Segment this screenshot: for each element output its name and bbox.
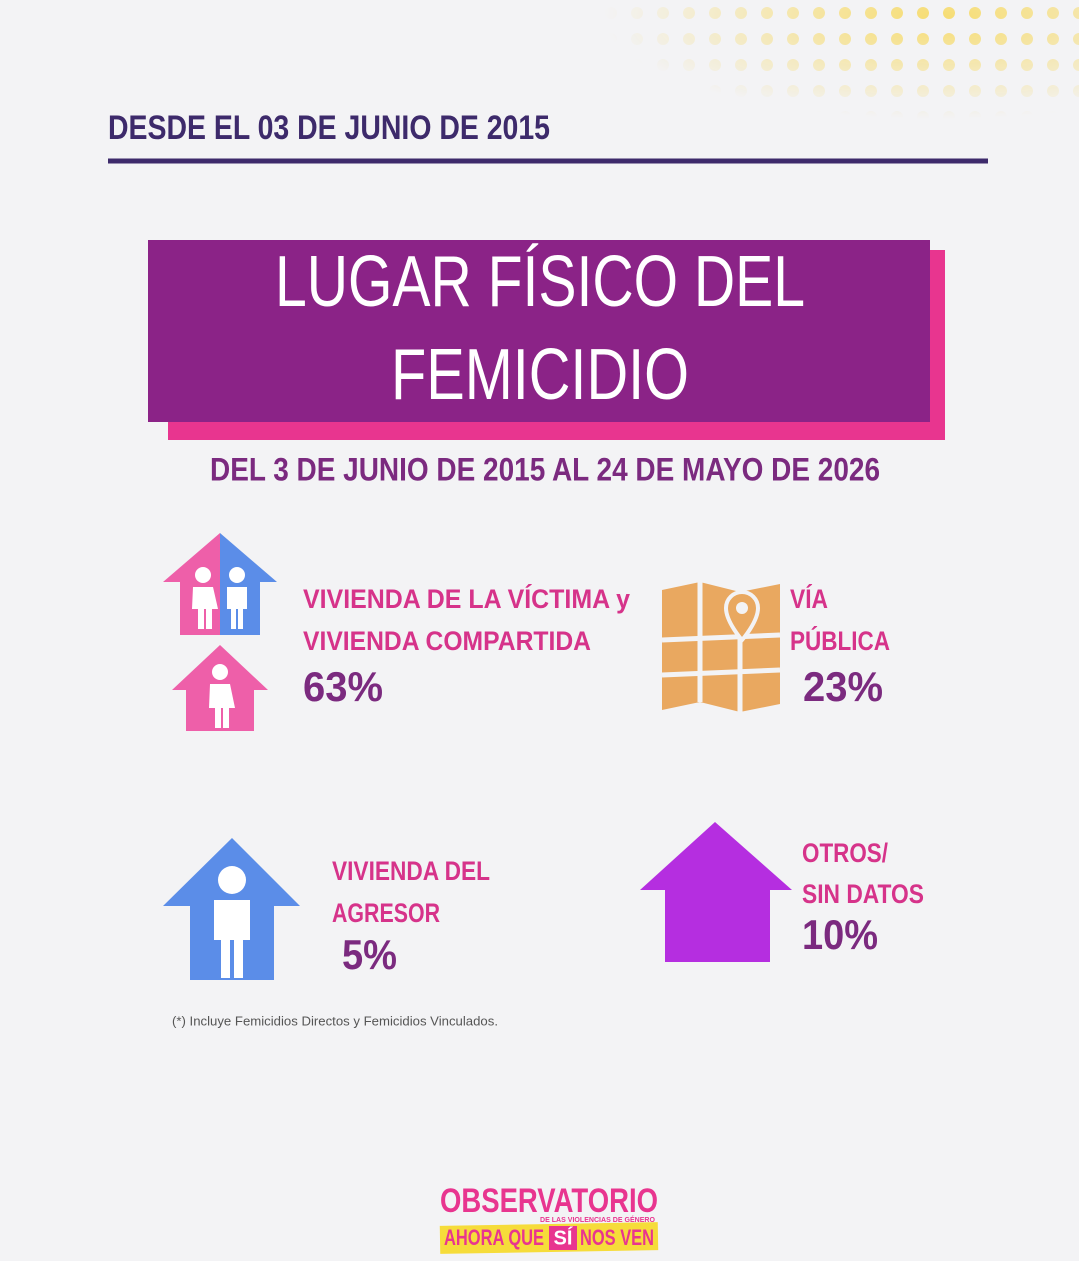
- item-value: 63%: [303, 663, 383, 710]
- aggressor-home-icon: [163, 838, 300, 980]
- item-label: VÍA: [790, 583, 828, 614]
- logo-slogan: NOS VEN: [580, 1225, 654, 1250]
- other-home-icon: [640, 822, 792, 962]
- item-label: OTROS/: [802, 838, 888, 868]
- item-label: VIVIENDA DE LA VÍCTIMA y: [303, 583, 630, 614]
- shared-home-icon: [163, 533, 277, 731]
- logo-tagline: DE LAS VIOLENCIAS DE GÉNERO: [540, 1215, 656, 1224]
- date-line: DESDE EL 03 DE JUNIO DE 2015: [108, 109, 550, 147]
- title-box: [148, 240, 930, 422]
- item-label: VIVIENDA DEL: [332, 856, 490, 886]
- footnote: (*) Incluye Femicidios Directos y Femici…: [172, 1013, 498, 1028]
- item-value: 10%: [802, 911, 878, 958]
- title-line: LUGAR FÍSICO DEL: [275, 242, 805, 322]
- map-icon: [661, 582, 781, 712]
- dot-decoration: [520, 0, 1079, 170]
- item-label: PÚBLICA: [790, 625, 890, 656]
- title-line: FEMICIDIO: [391, 335, 689, 415]
- item-value: 23%: [803, 663, 883, 710]
- item-label: VIVIENDA COMPARTIDA: [303, 626, 591, 656]
- logo-slogan: AHORA QUE: [444, 1225, 544, 1250]
- subtitle: DEL 3 DE JUNIO DE 2015 AL 24 DE MAYO DE …: [210, 451, 880, 487]
- logo-slogan: SÍ: [554, 1226, 573, 1249]
- item-value: 5%: [342, 931, 397, 978]
- logo-badge: [549, 1226, 577, 1250]
- logo-name: OBSERVATORIO: [440, 1182, 658, 1220]
- logo: OBSERVATORIO DE LAS VIOLENCIAS DE GÉNERO…: [439, 1182, 659, 1254]
- item-label: SIN DATOS: [802, 879, 924, 909]
- item-label: AGRESOR: [332, 898, 440, 928]
